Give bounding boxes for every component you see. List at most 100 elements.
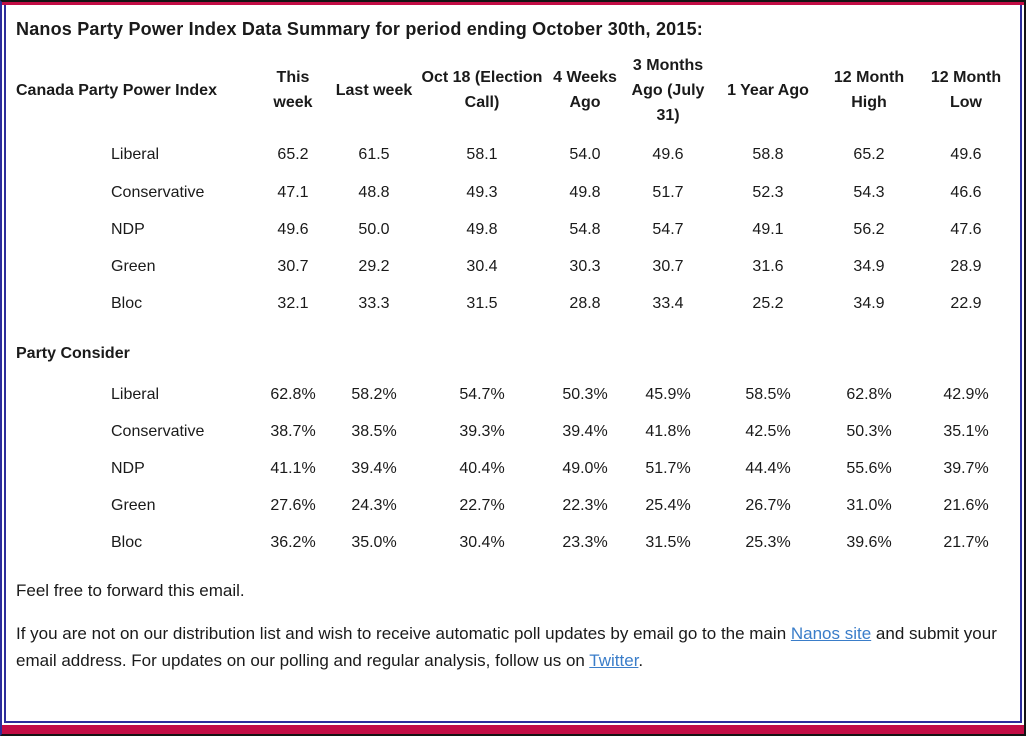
value-cell: 33.4 (652, 295, 684, 313)
column-header: This week (273, 69, 313, 112)
page-title: Nanos Party Power Index Data Summary for… (16, 19, 703, 39)
value-cell: 54.7% (459, 385, 505, 403)
value-cell: 62.8% (846, 385, 892, 403)
value-cell: 50.3% (846, 422, 892, 440)
value-cell: 31.5% (645, 534, 691, 552)
value-cell: 39.7% (943, 459, 989, 477)
section-header-row: Party Consider (14, 322, 1016, 375)
value-cell: 48.8 (358, 183, 390, 201)
party-label: Liberal (111, 385, 160, 403)
column-header: Oct 18 (Election Call) (421, 69, 543, 112)
value-cell: 49.1 (752, 220, 784, 238)
value-cell: 25.4% (645, 497, 691, 515)
value-cell: 28.9 (950, 257, 982, 275)
value-cell: 29.2 (358, 257, 390, 275)
value-cell: 21.7% (943, 534, 989, 552)
value-cell: 54.0 (569, 146, 601, 164)
value-cell: 61.5 (358, 146, 390, 164)
value-cell: 49.3 (466, 183, 498, 201)
value-cell: 22.3% (562, 497, 608, 515)
value-cell: 49.8 (569, 183, 601, 201)
table-row: Conservative 38.7% 38.5% 39.3% 39.4% 41.8% 42.… (14, 413, 1016, 450)
column-header: Last week (335, 81, 413, 99)
value-cell: 31.6 (752, 257, 784, 275)
value-cell: 58.5% (745, 385, 791, 403)
table-header-row: Canada Party Power Index This week Last we… (14, 50, 1016, 136)
value-cell: 25.2 (752, 295, 784, 313)
table-row: Bloc 32.1 33.3 31.5 28.8 33.4 25.2 34.9 22.9 (14, 285, 1016, 322)
value-cell: 22.9 (950, 295, 982, 313)
value-cell: 45.9% (645, 385, 691, 403)
value-cell: 41.1% (270, 459, 316, 477)
party-label: Liberal (111, 146, 160, 164)
nanos-site-link[interactable]: Nanos site (790, 624, 872, 644)
value-cell: 39.3% (459, 422, 505, 440)
value-cell: 27.6% (270, 497, 316, 515)
value-cell: 58.8 (752, 146, 784, 164)
value-cell: 49.6 (652, 146, 684, 164)
value-cell: 44.4% (745, 459, 791, 477)
value-cell: 65.2 (277, 146, 309, 164)
value-cell: 56.2 (853, 220, 885, 238)
subscription-note: If you are not on our distribution list … (16, 621, 1010, 674)
value-cell: 54.3 (853, 183, 885, 201)
table-row: Green 30.7 29.2 30.4 30.3 30.7 31.6 34.9 28.9 (14, 248, 1016, 285)
value-cell: 58.2% (351, 385, 397, 403)
value-cell: 34.9 (853, 257, 885, 275)
forward-note: Feel free to forward this email. (16, 581, 245, 601)
party-label: NDP (111, 459, 145, 477)
column-header-index-label: Canada Party Power Index (16, 81, 217, 99)
value-cell: 50.3% (562, 385, 608, 403)
value-cell: 51.7 (652, 183, 684, 201)
value-cell: 32.1 (277, 295, 309, 313)
value-cell: 41.8% (645, 422, 691, 440)
value-cell: 47.6 (950, 220, 982, 238)
value-cell: 39.4% (562, 422, 608, 440)
top-accent-bar (2, 2, 1024, 5)
column-header: 4 Weeks Ago (553, 69, 617, 112)
value-cell: 30.4 (466, 257, 498, 275)
party-label: Conservative (111, 183, 205, 201)
party-label: Bloc (111, 295, 143, 313)
table-row: Conservative 47.1 48.8 49.3 49.8 51.7 52.3 54.3… (14, 174, 1016, 211)
value-cell: 51.7% (645, 459, 691, 477)
value-cell: 49.0% (562, 459, 608, 477)
party-label: Bloc (111, 534, 143, 552)
value-cell: 30.7 (652, 257, 684, 275)
party-power-table: Canada Party Power Index This week Last we… (14, 50, 1016, 561)
table-row: NDP 41.1% 39.4% 40.4% 49.0% 51.7% 44.4% 55.6% 39… (14, 450, 1016, 487)
value-cell: 31.0% (846, 497, 892, 515)
table-row: Bloc 36.2% 35.0% 30.4% 23.3% 31.5% 25.3% 39.6% 2… (14, 524, 1016, 561)
value-cell: 50.0 (358, 220, 390, 238)
table-row: Green 27.6% 24.3% 22.7% 22.3% 25.4% 26.7% 31.0%… (14, 487, 1016, 524)
column-header: 12 Month Low (930, 69, 1002, 112)
bottom-accent-bar (2, 725, 1024, 734)
column-header: 1 Year Ago (727, 81, 809, 99)
value-cell: 39.6% (846, 534, 892, 552)
value-cell: 52.3 (752, 183, 784, 201)
value-cell: 30.4% (459, 534, 505, 552)
subscription-text-1: If you are not on our distribution list … (16, 624, 791, 644)
value-cell: 47.1 (277, 183, 309, 201)
value-cell: 65.2 (853, 146, 885, 164)
column-header: 3 Months Ago (July 31) (631, 57, 705, 124)
value-cell: 38.5% (351, 422, 397, 440)
table-row: NDP 49.6 50.0 49.8 54.8 54.7 49.1 56.2 47.6 (14, 211, 1016, 248)
value-cell: 49.8 (466, 220, 498, 238)
subscription-text-2: and submit your email address. For updat… (16, 624, 997, 670)
value-cell: 42.9% (943, 385, 989, 403)
twitter-link[interactable]: Twitter (589, 650, 639, 670)
value-cell: 21.6% (943, 497, 989, 515)
value-cell: 38.7% (270, 422, 316, 440)
table-row: Liberal 62.8% 58.2% 54.7% 50.3% 45.9% 58.5% 62.… (14, 376, 1016, 413)
value-cell: 22.7% (459, 497, 505, 515)
value-cell: 24.3% (351, 497, 397, 515)
value-cell: 25.3% (745, 534, 791, 552)
party-label: Green (111, 497, 156, 515)
bottom-gap (2, 723, 1024, 725)
table-row: Liberal 65.2 61.5 58.1 54.0 49.6 58.8 65.2 49.6 (14, 136, 1016, 173)
value-cell: 54.8 (569, 220, 601, 238)
value-cell: 35.1% (943, 422, 989, 440)
value-cell: 39.4% (351, 459, 397, 477)
